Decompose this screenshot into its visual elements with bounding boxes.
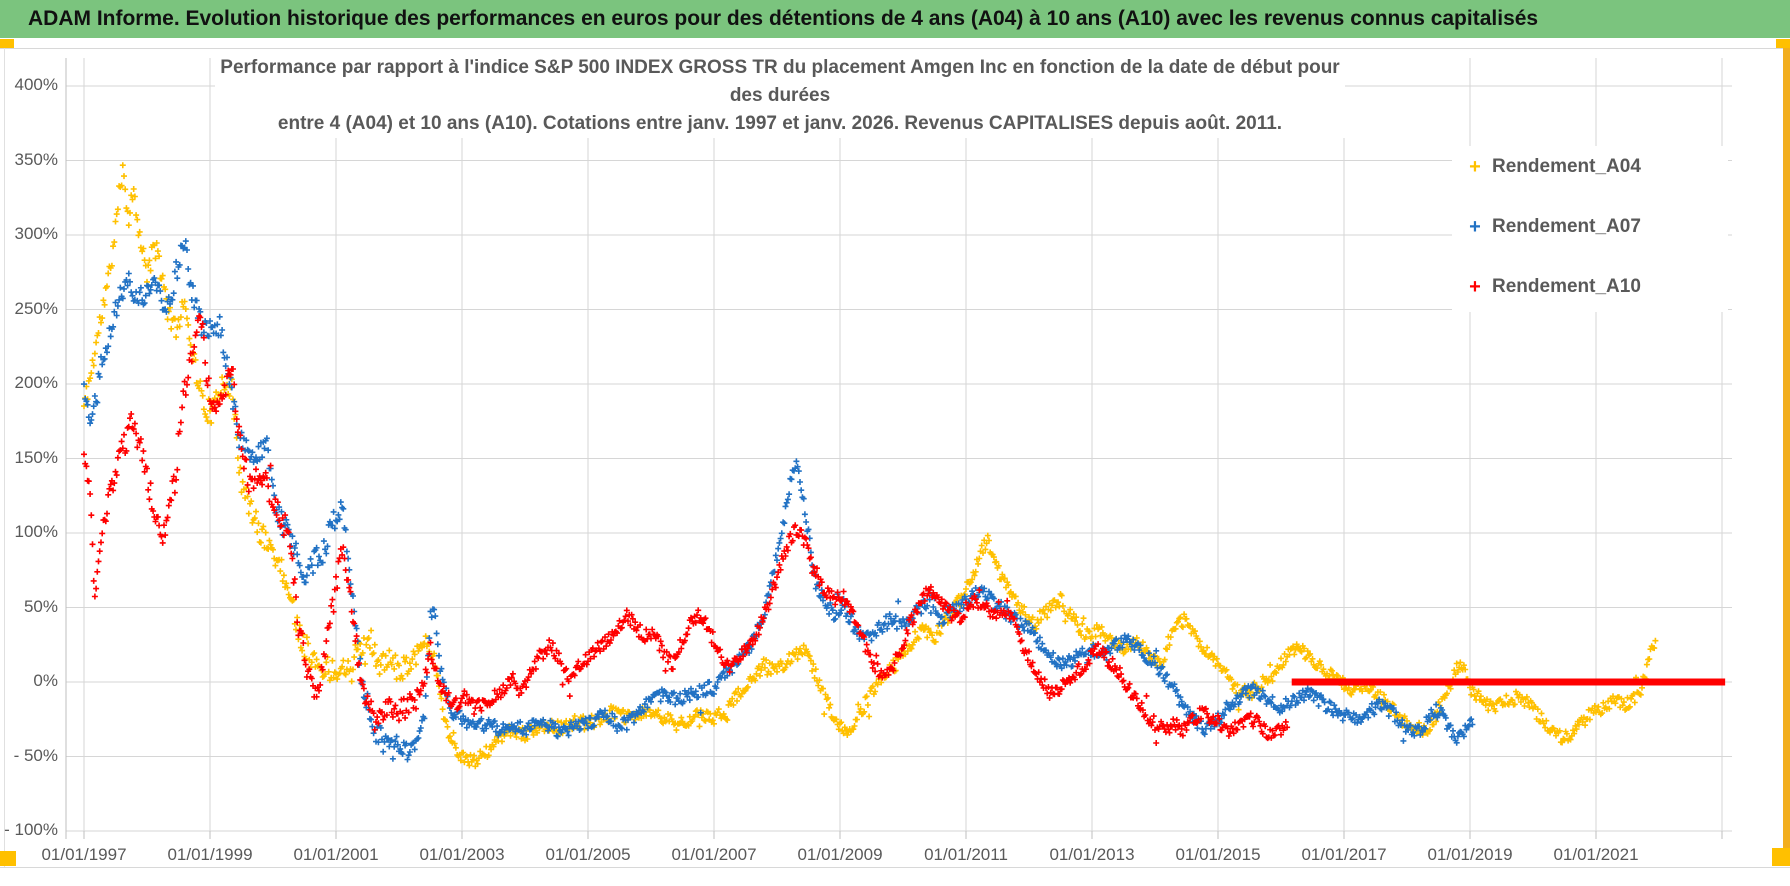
y-axis-tick-label: 150% [14,447,58,467]
x-axis-tick-label: 01/01/1997 [41,845,127,864]
legend-label: Rendement_A07 [1492,216,1641,237]
x-axis-tick-label: 01/01/2007 [671,845,757,864]
y-axis-tick-label: 400% [14,75,58,94]
series-markers-Rendement_A04[interactable] [81,162,1659,770]
frame-corner-top-right [1776,39,1790,48]
legend-marker-icon: + [1469,156,1481,178]
y-axis-tick-label: - 50% [13,745,58,765]
chart-plot-area[interactable] [0,44,1790,886]
y-axis-tick-label: 300% [14,224,58,243]
chart-title-line2: entre 4 (A04) et 10 ans (A10). Cotations… [277,113,1283,134]
chart-title: Performance par rapport à l'indice S&P 5… [215,54,1345,138]
x-axis-tick-label: 01/01/2009 [797,845,883,864]
frame-bottom-divider [0,867,1790,868]
x-axis-tick-label: 01/01/2011 [924,845,1008,864]
x-axis-tick-label: 01/01/2013 [1049,845,1135,864]
y-axis-tick-label: 350% [14,149,58,169]
frame-left-edge [4,48,5,867]
x-axis-tick-label: 01/01/2005 [545,845,631,864]
x-axis-tick-label: 01/01/2001 [293,845,379,864]
x-axis-tick-label: 01/01/2015 [1175,845,1261,864]
sheet-header-banner: ADAM Informe. Evolution historique des p… [0,0,1790,38]
legend-marker-icon: + [1469,276,1481,298]
frame-corner-top-left [0,39,14,48]
y-axis-tick-label: 100% [14,522,58,541]
y-axis-tick-label: - 100% [4,820,58,839]
sheet-header-title: ADAM Informe. Evolution historique des p… [28,7,1539,30]
frame-corner-bottom-right [1772,848,1790,866]
frame-right-gold-strip [1783,48,1790,860]
x-axis-tick-label: 01/01/1999 [167,845,253,864]
y-axis-tick-label: 200% [14,373,58,392]
series-markers-Rendement_A07[interactable] [81,238,1476,763]
chart-title-line1: Performance par rapport à l'indice S&P 5… [220,57,1340,106]
frame-corner-bottom-left [0,851,16,866]
y-axis-tick-label: 50% [23,596,58,616]
x-axis-tick-label: 01/01/2017 [1301,845,1387,864]
legend-label: Rendement_A04 [1492,156,1641,177]
legend-marker-icon: + [1469,216,1481,238]
x-axis-tick-label: 01/01/2019 [1427,845,1513,864]
y-axis-tick-label: 250% [14,298,58,318]
chart-legend: + Rendement_A04 + Rendement_A07 + Rendement_A… [1452,146,1728,312]
x-axis-tick-label: 01/01/2003 [419,845,505,864]
legend-item-Rendement_A10[interactable]: + Rendement_A10 [1462,272,1641,302]
legend-item-Rendement_A04[interactable]: + Rendement_A04 [1462,152,1641,182]
y-axis-tick-label: 0% [33,671,58,690]
frame-top-divider [0,48,1790,49]
x-axis-tick-label: 01/01/2021 [1553,845,1639,864]
legend-label: Rendement_A10 [1492,276,1641,297]
legend-item-Rendement_A07[interactable]: + Rendement_A07 [1462,212,1641,242]
series-markers-Rendement_A10[interactable] [81,313,1291,746]
